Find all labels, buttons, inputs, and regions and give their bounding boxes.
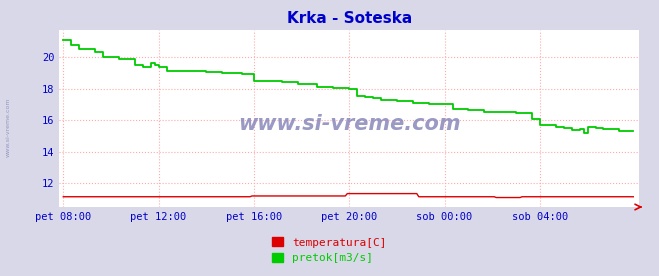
Text: www.si-vreme.com: www.si-vreme.com <box>238 114 461 134</box>
Legend: temperatura[C], pretok[m3/s]: temperatura[C], pretok[m3/s] <box>268 233 391 268</box>
Text: www.si-vreme.com: www.si-vreme.com <box>6 97 11 157</box>
Title: Krka - Soteska: Krka - Soteska <box>287 11 412 26</box>
